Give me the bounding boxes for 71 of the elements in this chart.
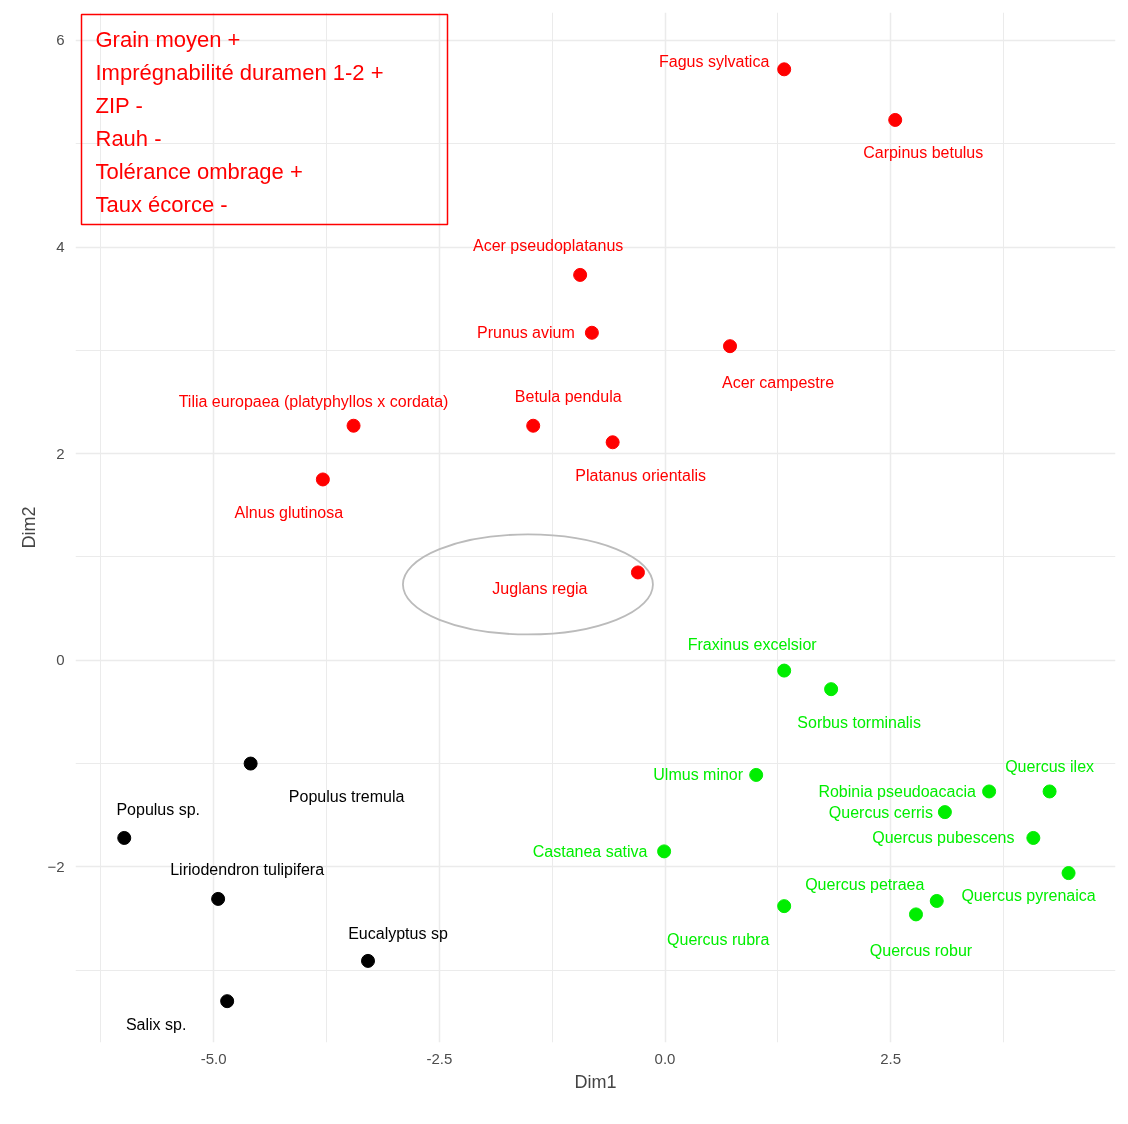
point [584, 325, 599, 340]
point [1026, 830, 1041, 845]
series-label: Quercus pubescens [872, 829, 1015, 847]
point [824, 682, 839, 697]
point [929, 893, 944, 908]
point [630, 565, 645, 580]
point [117, 830, 132, 845]
series-label: Robinia pseudoacacia [818, 782, 976, 800]
point [220, 994, 235, 1009]
text: Acer pseudoplatanus [472, 237, 624, 255]
series-label: Quercus ilex [1005, 757, 1095, 775]
y-axis-title: Dim2 [19, 506, 40, 549]
text: Liriodendron tulipifera [170, 861, 325, 879]
text: Platanus orientalis [575, 466, 707, 484]
text: Tilia europaea (platyphyllos x cordata) [178, 393, 449, 411]
point [777, 62, 792, 77]
x-tick-label: 0.0 [654, 1049, 676, 1067]
series-label: Eucalyptus sp [348, 925, 448, 943]
y-tick-label: 4 [56, 238, 65, 256]
annotation: Imprégnabilité duramen 1-2 + [95, 59, 384, 85]
x-tick-label: -5.0 [200, 1049, 227, 1067]
text: Sorbus torminalis [797, 713, 921, 731]
point [1042, 784, 1057, 799]
series-label: Castanea sativa [532, 842, 648, 860]
annotation: Taux écorce - [95, 191, 228, 217]
annotation: Grain moyen + [95, 26, 241, 52]
series-label: Alnus glutinosa [234, 503, 344, 521]
series-label: Betula pendula [514, 388, 622, 406]
x-axis-title: Dim1 [574, 1071, 617, 1092]
point [526, 418, 541, 433]
point [908, 907, 923, 922]
point [777, 663, 792, 678]
annotation: ZIP - [95, 92, 143, 118]
point [749, 767, 764, 782]
series-label: Quercus robur [869, 941, 973, 959]
y-tick-label: 2 [56, 444, 65, 462]
point [777, 899, 792, 914]
series-label: Quercus cerris [828, 803, 933, 821]
point [361, 953, 375, 968]
series-label: Quercus petraea [805, 876, 925, 894]
series-label: Quercus pyrenaica [961, 886, 1096, 904]
point [211, 891, 226, 906]
point [888, 112, 903, 127]
point [723, 339, 738, 354]
x-tick-label: 2.5 [880, 1049, 902, 1067]
y-tick-label: −2 [47, 857, 65, 875]
annotation: Rauh - [95, 125, 162, 151]
point [605, 435, 620, 450]
point [982, 784, 997, 799]
text: Populus tremula [288, 788, 405, 806]
text: Juglans regia [492, 579, 588, 597]
series-label: Quercus rubra [667, 930, 770, 948]
series-label: Acer campestre [721, 373, 835, 391]
y-tick-label: 0 [56, 651, 65, 669]
series-label: Prunus avium [476, 324, 575, 342]
annotation: Tolérance ombrage + [95, 158, 303, 184]
point [315, 472, 330, 487]
point [937, 805, 952, 820]
series-label: Ulmus minor [653, 766, 744, 784]
x-tick-label: -2.5 [426, 1049, 453, 1067]
y-tick-label: 6 [56, 31, 65, 49]
point [573, 267, 588, 282]
point [1061, 866, 1076, 881]
point [657, 844, 672, 859]
series-label: Fraxinus excelsior [687, 636, 818, 654]
text: Carpinus betulus [863, 144, 984, 162]
series-label: Populus sp. [116, 801, 201, 819]
series-label: Fagus sylvatica [659, 52, 770, 70]
point [243, 756, 258, 771]
text: Salix sp. [125, 1015, 187, 1033]
point [346, 418, 361, 433]
